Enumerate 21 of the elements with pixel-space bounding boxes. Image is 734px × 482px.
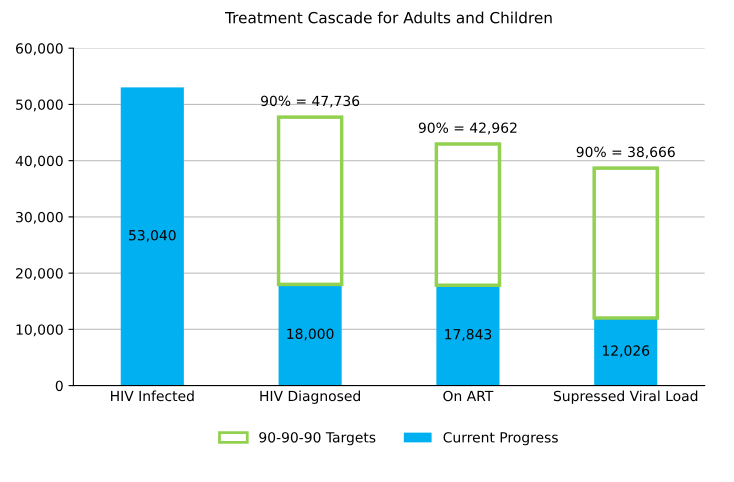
data-label: 12,026 <box>602 345 650 358</box>
y-tick-label: 10,000 <box>16 324 63 336</box>
legend-label: 90-90-90 Targets <box>259 432 376 446</box>
y-tick-label: 40,000 <box>16 156 63 168</box>
x-tick-label: HIV Infected <box>111 390 194 402</box>
data-label: 18,000 <box>287 328 334 340</box>
annotation: 90% = 42,962 <box>418 122 516 134</box>
y-tick-label: 60,000 <box>16 43 63 56</box>
y-tick-label: 30,000 <box>16 212 63 224</box>
y-tick-label: 50,000 <box>16 99 63 112</box>
legend-label: Current Progress <box>443 432 558 446</box>
data-label: 17,843 <box>445 328 492 341</box>
annotation: 90% = 47,736 <box>261 96 360 108</box>
y-tick-label: 0 <box>56 380 63 392</box>
x-tick-label: Supressed Viral Load <box>554 390 698 404</box>
chart-title: Treatment Cascade for Adults and Children <box>225 12 552 24</box>
annotation: 90% = 38,666 <box>576 146 675 159</box>
x-tick-label: On ART <box>443 390 494 402</box>
data-label: 53,040 <box>129 230 176 242</box>
x-tick-label: HIV Diagnosed <box>260 390 360 404</box>
y-tick-label: 20,000 <box>16 268 63 280</box>
